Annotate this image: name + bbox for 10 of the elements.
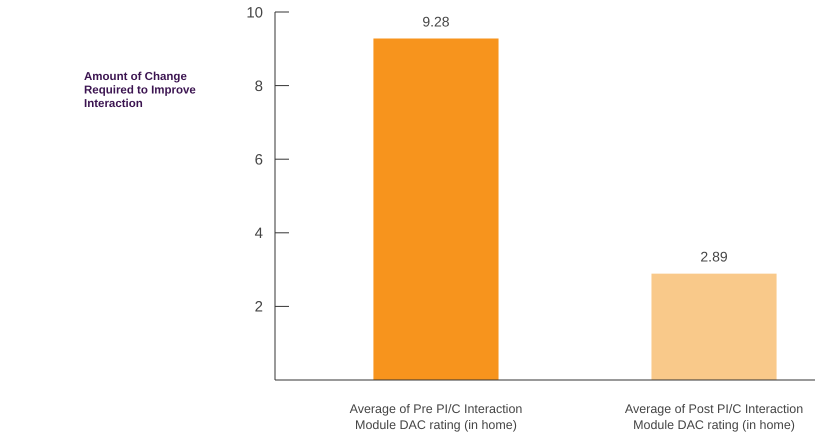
data-label: 2.89 bbox=[700, 248, 728, 265]
y-tick-label: 10 bbox=[246, 4, 263, 22]
x-tick-label: Average of Pre PI/C Interaction Module DAC rating (in home) bbox=[350, 402, 522, 432]
y-tick-label: 6 bbox=[254, 151, 263, 168]
data-label: 9.28 bbox=[422, 13, 450, 30]
y-tick-label: 2 bbox=[254, 298, 263, 316]
y-tick-label: 4 bbox=[254, 225, 263, 242]
y-tick-label: 8 bbox=[254, 78, 263, 95]
y-axis-title: Amount of Change Required to Improve Interaction bbox=[84, 71, 196, 110]
x-tick-label: Average of Post PI/C Interaction Module DAC rating (in home) bbox=[624, 402, 804, 432]
